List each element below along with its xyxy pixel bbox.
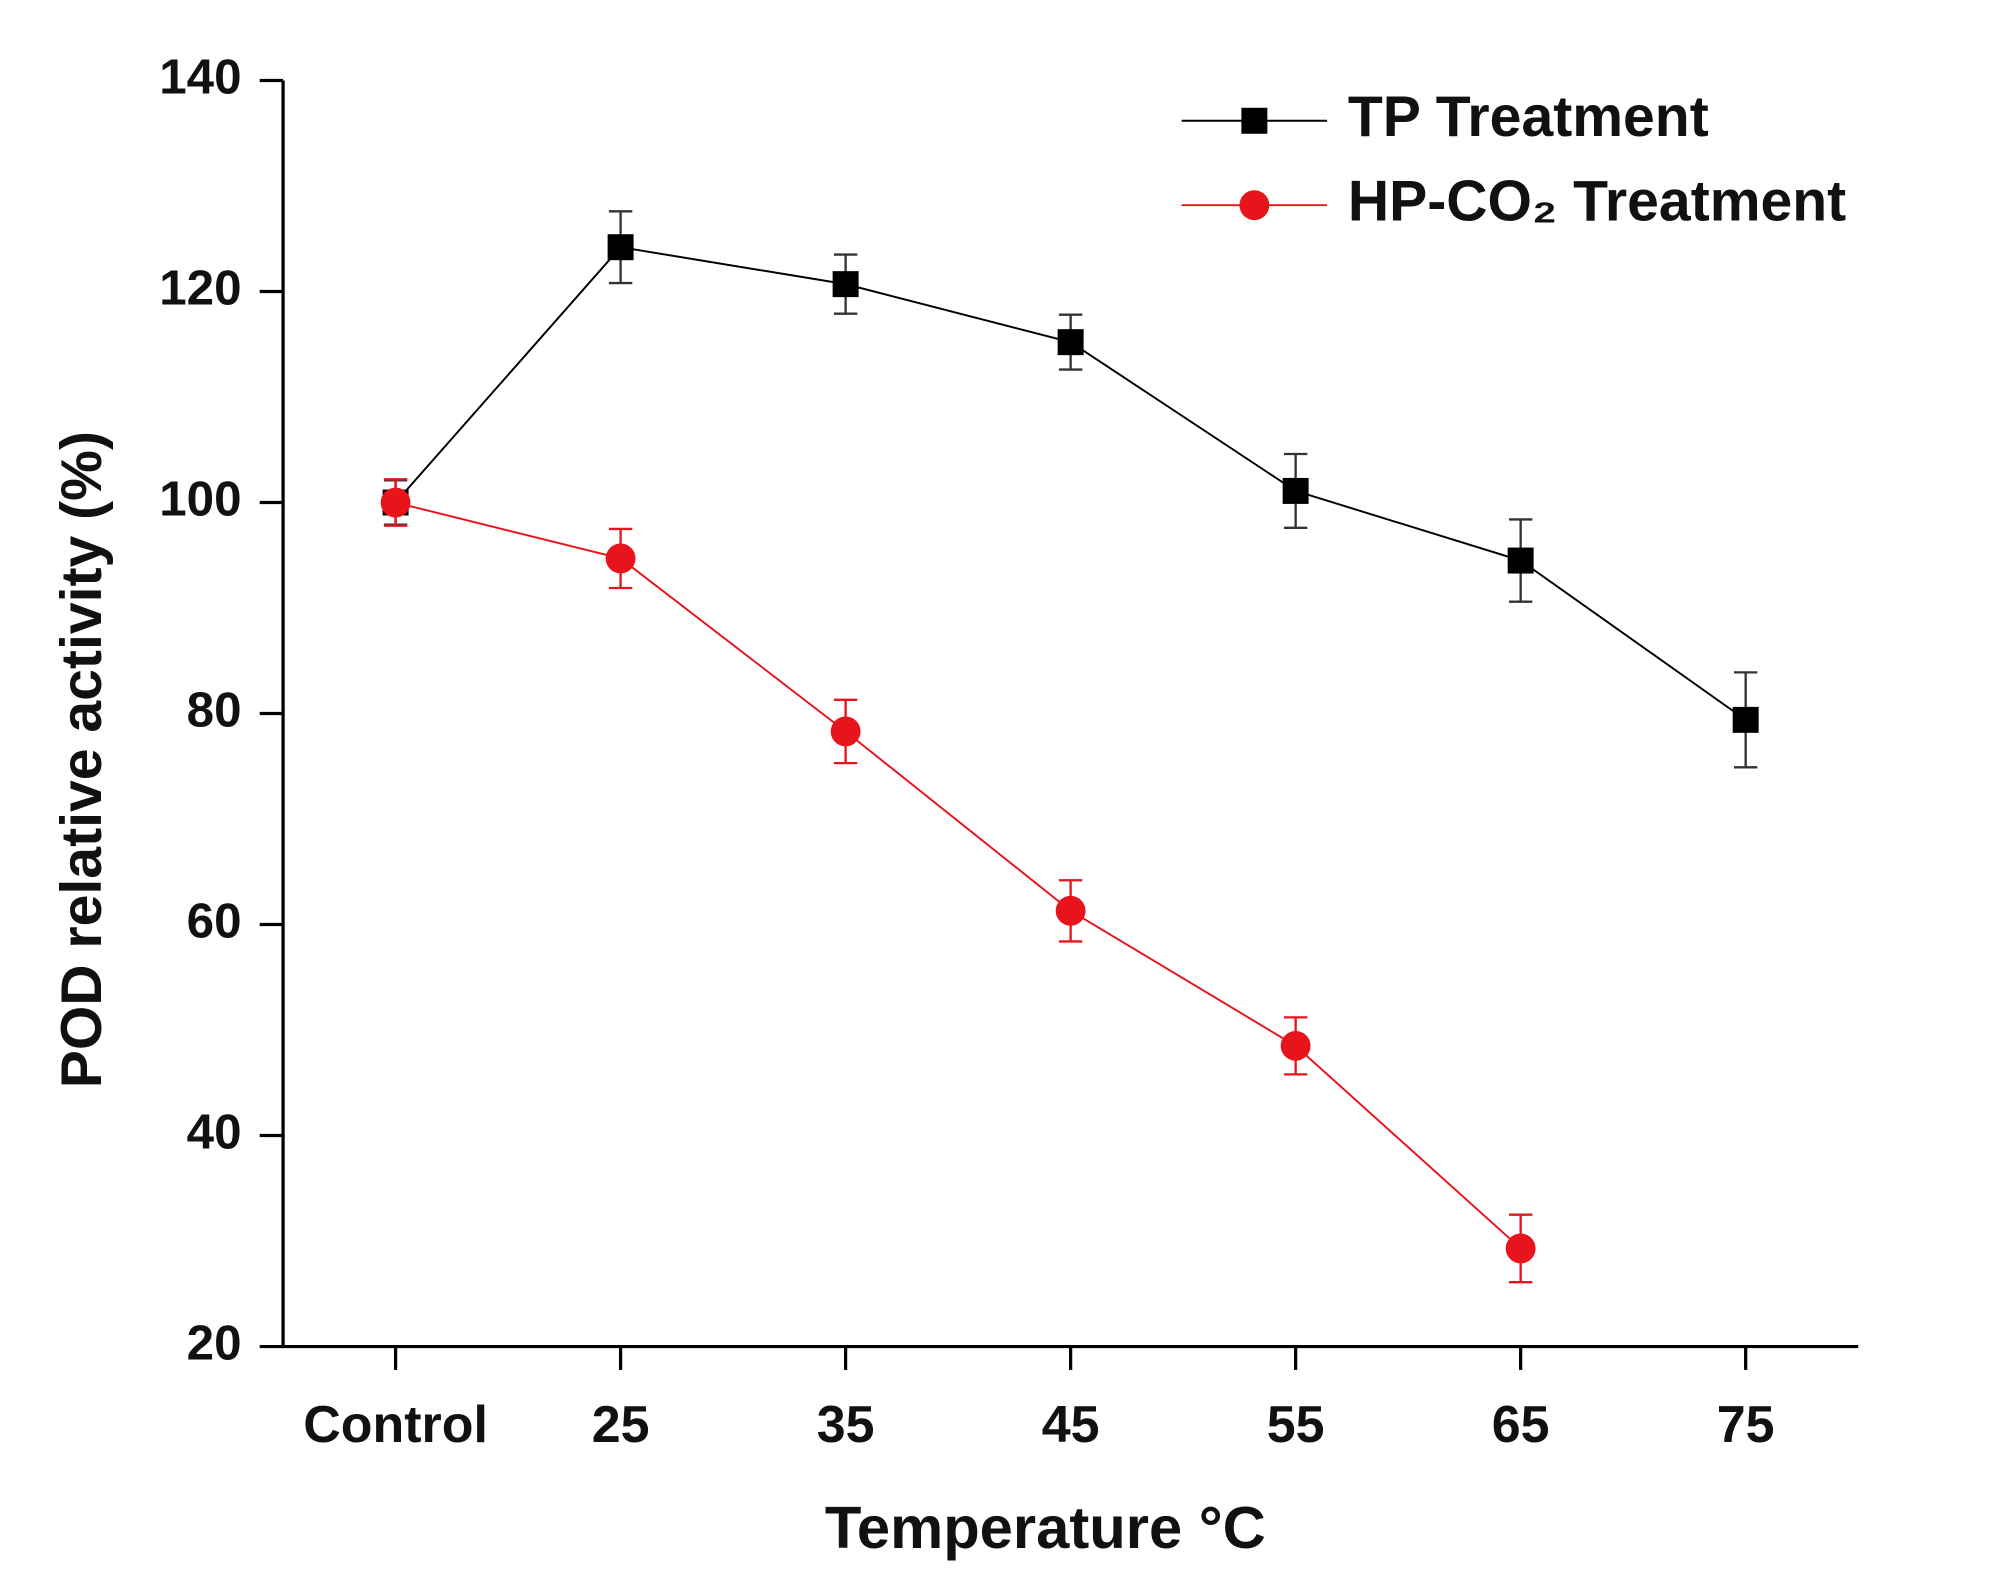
y-tick-label: 100	[159, 472, 241, 527]
data-point	[1282, 477, 1309, 504]
x-tick-label: 65	[1492, 1396, 1550, 1454]
x-tick-label: 45	[1042, 1396, 1100, 1454]
data-point	[1057, 329, 1084, 356]
y-tick-label: 140	[159, 50, 241, 105]
y-tick-label: 20	[187, 1316, 242, 1371]
legend-label: TP Treatment	[1348, 85, 1709, 149]
data-point	[830, 716, 861, 747]
data-point	[1507, 547, 1534, 574]
x-tick-label: 55	[1267, 1396, 1325, 1454]
legend-label: HP-CO₂ Treatment	[1348, 169, 1846, 233]
data-point	[1055, 895, 1086, 926]
legend-marker	[1239, 190, 1270, 221]
y-tick-label: 40	[187, 1105, 242, 1160]
data-point	[607, 234, 634, 261]
legend-marker	[1241, 107, 1268, 134]
x-tick-label: 25	[592, 1396, 650, 1454]
series-line	[395, 501, 1522, 1250]
x-tick-label: 35	[817, 1396, 875, 1454]
y-tick-label: 80	[187, 683, 242, 738]
data-point	[605, 543, 636, 574]
data-point	[832, 271, 859, 298]
x-tick-label: 75	[1717, 1396, 1775, 1454]
x-axis-label: Temperature °C	[825, 1494, 1266, 1561]
y-tick-label: 60	[187, 894, 242, 949]
data-point	[1280, 1030, 1311, 1061]
data-point	[1505, 1233, 1536, 1264]
y-tick-label: 120	[159, 261, 241, 316]
x-tick-label: Control	[303, 1396, 488, 1454]
data-point	[1732, 706, 1759, 733]
y-axis-label: POD relative activity (%)	[50, 431, 114, 1088]
data-point	[380, 487, 411, 518]
